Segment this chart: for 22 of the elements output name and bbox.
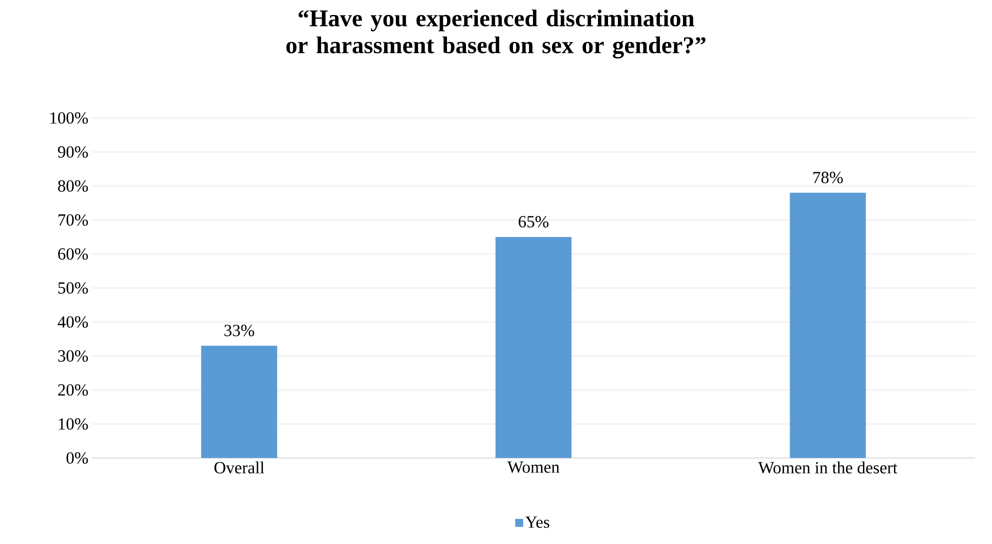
y-tick-label: 90% — [58, 146, 88, 158]
y-tick-label: 70% — [58, 214, 88, 226]
y-tick-label: 30% — [58, 350, 88, 362]
data-label: 33% — [224, 324, 254, 336]
y-tick-label: 60% — [58, 248, 88, 260]
chart-title: “Have you experienced discrimination or harassment based on sex or gender?” — [286, 10, 706, 58]
data-label: 78% — [813, 172, 843, 184]
bar — [201, 346, 278, 458]
x-tick-label: Overall — [214, 462, 264, 474]
y-tick-label: 80% — [58, 180, 88, 192]
bar — [790, 192, 866, 458]
y-tick-label: 50% — [58, 282, 88, 294]
bar — [496, 236, 572, 458]
y-tick-label: 10% — [58, 418, 88, 430]
x-tick-label: Women — [507, 462, 560, 473]
y-tick-label: 100% — [50, 112, 88, 124]
x-tick-label: Women in the desert — [758, 462, 898, 474]
y-tick-label: 40% — [58, 316, 88, 328]
y-tick-label: 20% — [58, 384, 88, 396]
data-label: 65% — [518, 216, 548, 228]
legend-label: Yes — [525, 516, 550, 528]
y-tick-label: 0% — [66, 452, 88, 464]
